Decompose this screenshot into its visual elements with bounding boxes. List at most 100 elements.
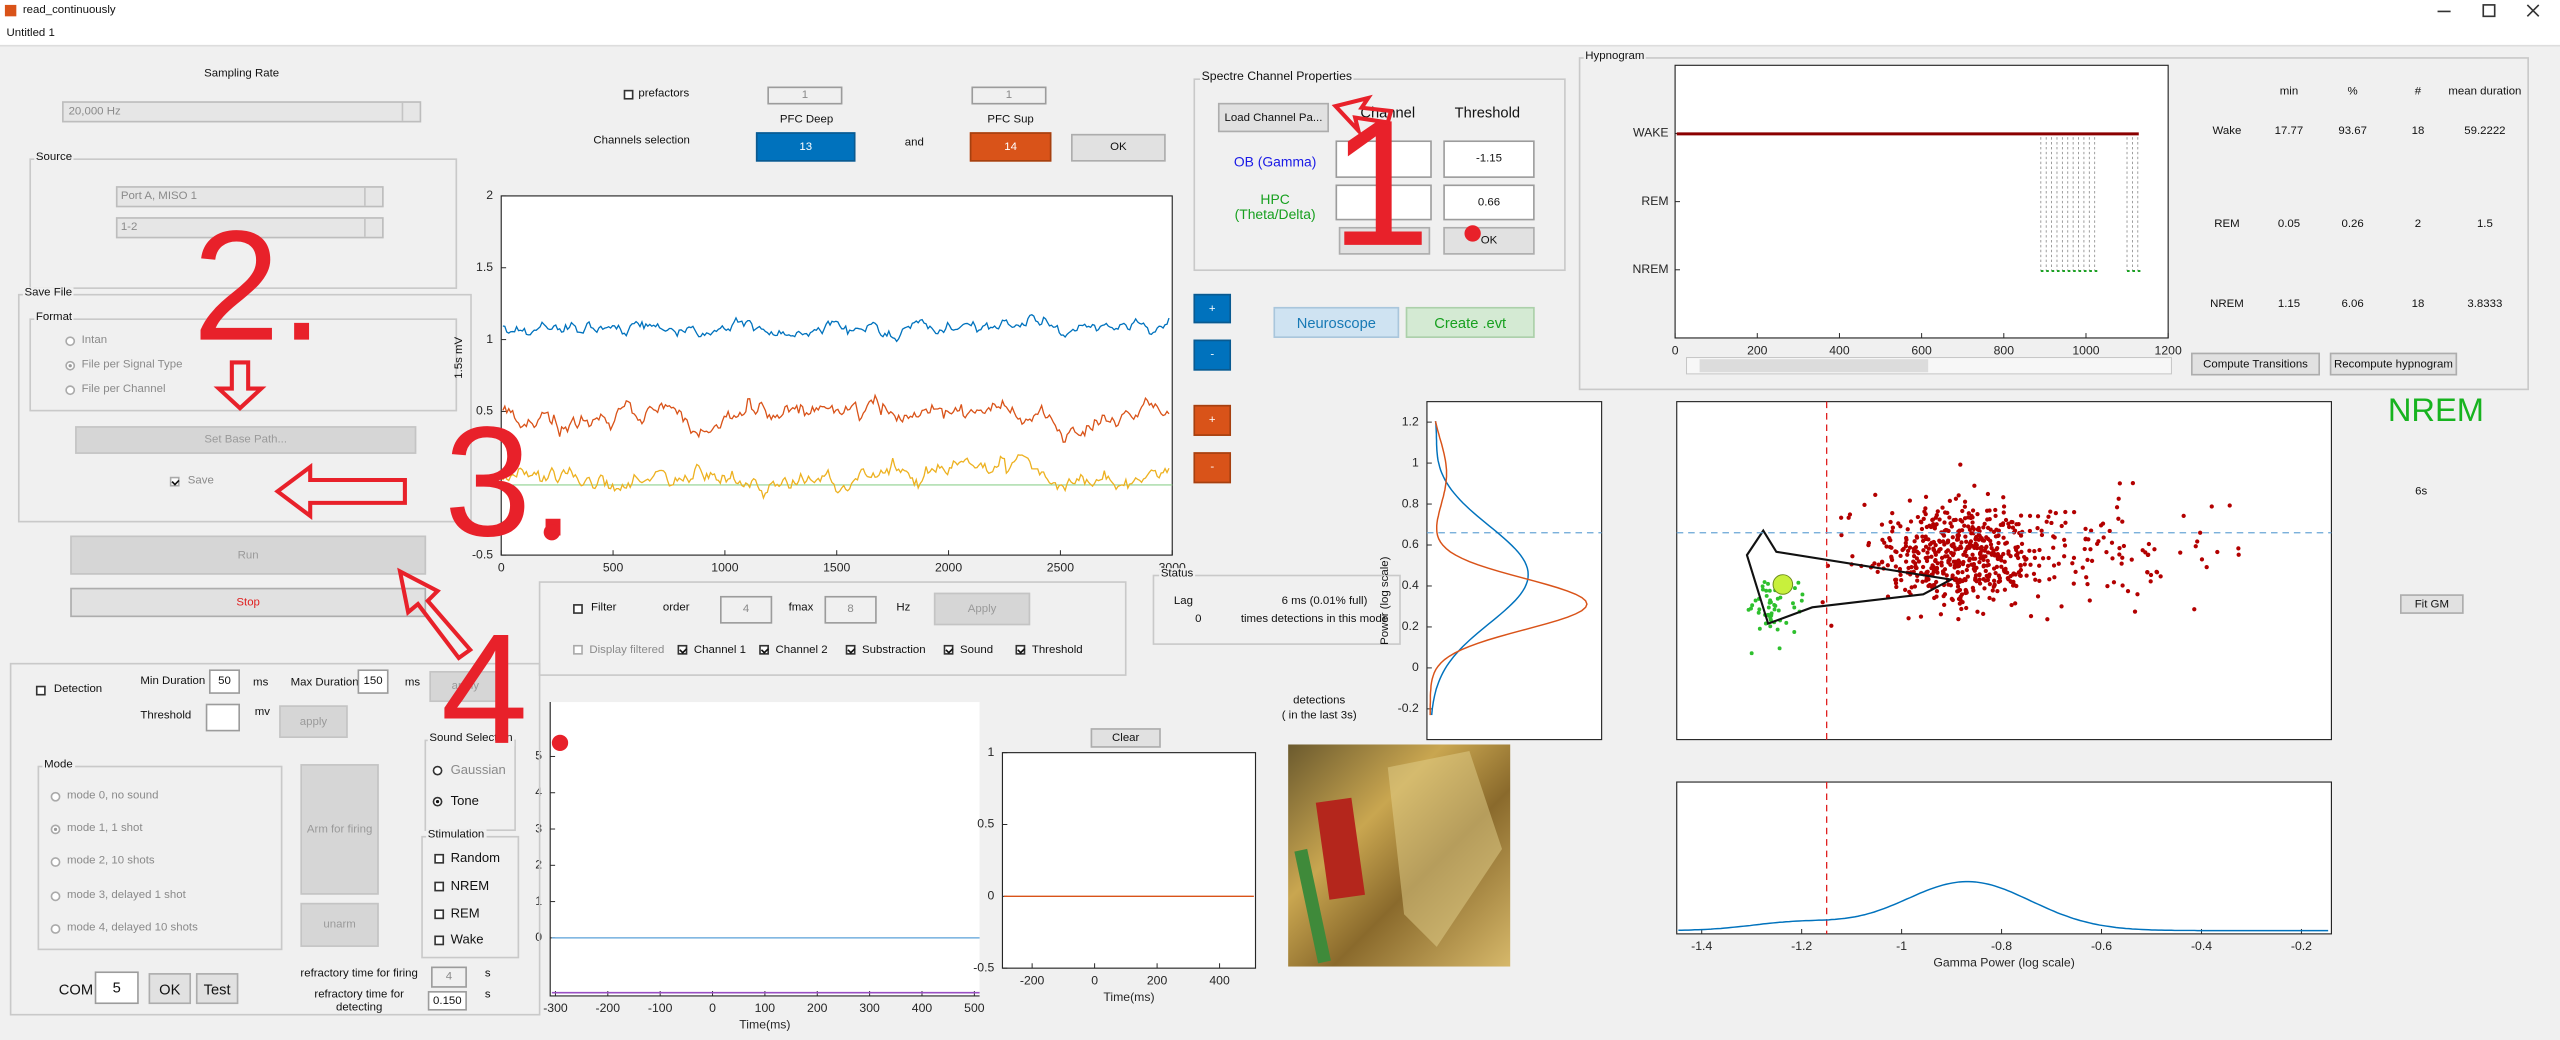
y-tick-label: 1 — [486, 332, 493, 346]
cell: 3.8333 — [2467, 298, 2503, 311]
button[interactable]: 13 — [755, 132, 856, 162]
button[interactable]: apply — [279, 705, 348, 738]
checkbox[interactable] — [35, 685, 46, 696]
annotation: 1 — [1330, 83, 1431, 285]
checkbox[interactable] — [169, 476, 180, 487]
scatter-point — [1934, 512, 1939, 518]
dropdown[interactable]: Port A, MISO 1 — [115, 186, 384, 208]
radio[interactable] — [50, 857, 61, 868]
input[interactable]: 1 — [971, 86, 1047, 105]
input[interactable]: 150 — [357, 669, 389, 694]
scatter-point — [2236, 546, 2241, 551]
menu[interactable]: Untitled 1 — [6, 27, 55, 40]
checkbox[interactable] — [434, 935, 445, 946]
checkbox[interactable] — [434, 853, 445, 864]
scatter-point — [1964, 567, 1969, 573]
button[interactable]: OK — [1443, 226, 1535, 255]
input[interactable]: 5 — [94, 971, 139, 1005]
scatter-point — [2145, 552, 2151, 558]
trace — [502, 393, 1170, 443]
scatter-point — [2016, 570, 2022, 575]
y-tick-label: 1.2 — [1402, 414, 1419, 428]
cell: 1.15 — [2277, 298, 2301, 311]
button[interactable]: 14 — [969, 132, 1052, 162]
close[interactable] — [2526, 4, 2540, 17]
button[interactable]: OK — [1338, 226, 1431, 255]
button[interactable]: OK — [148, 973, 192, 1005]
checkbox[interactable] — [573, 644, 583, 655]
cell: 59.2222 — [2464, 125, 2506, 138]
input[interactable]: 0.66 — [1443, 184, 1535, 221]
input[interactable]: 50 — [208, 669, 240, 694]
scatter-point — [2044, 519, 2049, 524]
button[interactable]: Stop — [70, 587, 427, 618]
x-tick-label: -0.8 — [1991, 939, 2012, 953]
button[interactable]: OK — [1071, 133, 1166, 162]
checkbox[interactable] — [677, 644, 688, 655]
label: ( in the last 3s) — [1281, 710, 1357, 722]
dropdown[interactable]: 1-2 — [115, 217, 384, 239]
input[interactable]: 7 — [1335, 140, 1432, 178]
checkbox[interactable] — [623, 89, 634, 100]
scatter-point — [1981, 557, 1986, 562]
checkbox[interactable] — [845, 644, 856, 655]
button[interactable]: + — [1193, 404, 1232, 436]
radio[interactable] — [65, 360, 76, 371]
radio[interactable] — [65, 336, 76, 347]
scatter-point — [1866, 540, 1872, 546]
button[interactable]: Clear — [1090, 728, 1161, 748]
maximize[interactable] — [2482, 4, 2496, 18]
button[interactable]: Recompute hypnogram — [2329, 352, 2458, 376]
input[interactable]: -1.15 — [1443, 140, 1535, 178]
scatter-point — [1962, 516, 1968, 521]
checkbox[interactable] — [434, 909, 445, 920]
scatter-point — [1991, 578, 1997, 583]
input[interactable]: 1 — [767, 86, 843, 105]
button[interactable]: Test — [195, 973, 239, 1005]
input[interactable]: 0.150 — [427, 991, 467, 1011]
button[interactable]: - — [1193, 452, 1232, 484]
checkbox[interactable] — [573, 604, 583, 614]
checkbox[interactable] — [943, 644, 954, 655]
radio[interactable] — [432, 765, 443, 776]
radio[interactable] — [50, 890, 61, 901]
button[interactable]: Neuroscope — [1273, 306, 1400, 338]
radio[interactable] — [65, 385, 76, 396]
scatter-point — [1784, 620, 1789, 625]
scatter-point — [1916, 559, 1922, 564]
button[interactable]: Apply — [933, 592, 1031, 626]
scatter-point — [2046, 555, 2051, 561]
button[interactable]: Arm for firing — [300, 764, 379, 895]
group-title: Format — [34, 311, 74, 325]
button[interactable]: unarm — [300, 902, 379, 947]
axis-label: Time(ms) — [739, 1018, 790, 1032]
button[interactable]: Run — [70, 535, 427, 575]
button[interactable]: - — [1193, 339, 1232, 371]
scatter-point — [2089, 558, 2095, 563]
button[interactable]: Set Base Path... — [75, 426, 417, 454]
input[interactable]: 18 — [1335, 184, 1432, 221]
input[interactable]: 4 — [431, 966, 467, 988]
button[interactable]: + — [1193, 293, 1232, 324]
radio[interactable] — [50, 791, 61, 802]
scatter-point — [1992, 582, 1997, 587]
radio[interactable] — [432, 796, 443, 807]
button[interactable]: apply — [429, 671, 502, 703]
checkbox[interactable] — [434, 881, 445, 892]
button[interactable]: Load Channel Pa... — [1217, 102, 1329, 133]
input[interactable]: 4 — [719, 595, 773, 624]
input[interactable]: 8 — [824, 595, 877, 624]
trace — [502, 454, 1170, 500]
button[interactable]: Compute Transitions — [2191, 352, 2320, 376]
checkbox[interactable] — [759, 644, 769, 655]
input[interactable] — [205, 703, 240, 732]
checkbox[interactable] — [1015, 644, 1026, 655]
dropdown[interactable]: 20,000 Hz — [62, 101, 422, 123]
button[interactable]: Fit GM — [2399, 594, 2464, 614]
scatter-point — [1894, 577, 1899, 582]
scatter-point — [2135, 592, 2140, 597]
radio[interactable] — [50, 824, 61, 835]
button[interactable]: Create .evt — [1405, 306, 1535, 338]
scatter-point — [1960, 508, 1965, 514]
radio[interactable] — [50, 923, 61, 934]
